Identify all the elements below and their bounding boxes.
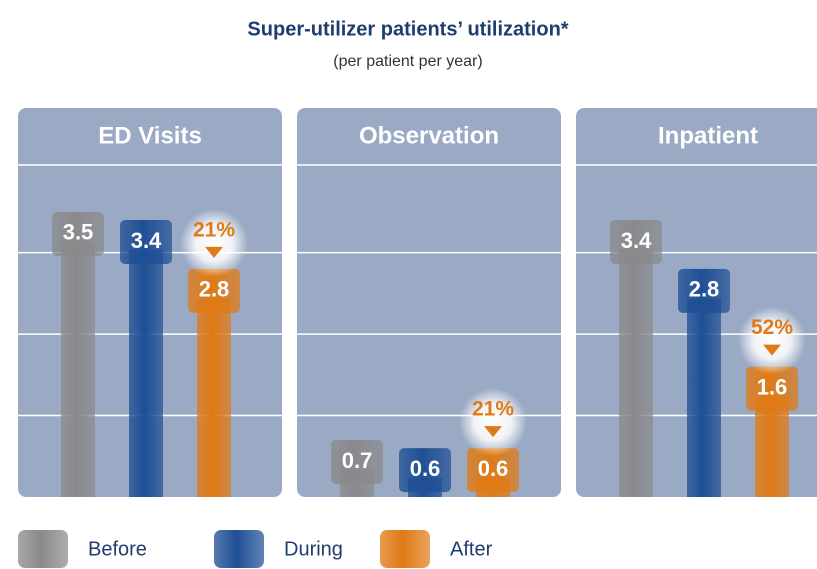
- bar-cap: [331, 439, 383, 484]
- value-label: 0.6: [410, 456, 441, 481]
- value-label: 0.6: [478, 456, 509, 481]
- chart-title: Super-utilizer patients’ utilization*: [247, 18, 568, 40]
- bar: [467, 448, 519, 497]
- panel-title: Observation: [359, 122, 499, 149]
- bar-cap: [467, 448, 519, 493]
- annotation-arrow: [484, 426, 502, 438]
- chart-subtitle: (per patient per year): [333, 53, 482, 70]
- legend-swatch: [18, 530, 68, 568]
- bar: [331, 439, 383, 497]
- value-label: 2.8: [689, 277, 720, 302]
- value-label: 1.6: [757, 374, 788, 399]
- bar-column: [129, 250, 163, 497]
- bar-column: [687, 298, 721, 497]
- value-label: 3.4: [621, 228, 652, 253]
- value-label: 2.8: [199, 277, 230, 302]
- bar-cap: [678, 268, 730, 313]
- bar-column: [61, 241, 95, 497]
- bar-column: [619, 250, 653, 497]
- bar-cap: [188, 268, 240, 313]
- bar: [52, 211, 104, 497]
- bar-cap: [399, 448, 451, 493]
- annotation: 21%: [193, 218, 235, 241]
- annotation-glow: [738, 306, 806, 375]
- bar: [678, 268, 730, 497]
- bar-cap: [52, 211, 104, 256]
- bar-column: [755, 396, 789, 497]
- annotation-arrow: [763, 344, 781, 356]
- bar-cap: [746, 366, 798, 411]
- legend-label: After: [450, 538, 493, 560]
- annotation: 52%: [751, 316, 793, 339]
- bar-column: [197, 298, 231, 497]
- value-label: 3.5: [63, 220, 94, 245]
- bar-cap: [120, 220, 172, 265]
- bar-cap: [610, 220, 662, 265]
- bar: [746, 366, 798, 497]
- annotation-arrow: [205, 246, 223, 258]
- bar: [188, 268, 240, 497]
- legend-swatch: [214, 530, 264, 568]
- panel-title: ED Visits: [98, 122, 202, 149]
- bar: [120, 220, 172, 497]
- legend-label: During: [284, 538, 343, 560]
- annotation-glow: [180, 208, 248, 277]
- annotation: 21%: [472, 398, 514, 421]
- annotation-glow: [459, 388, 527, 457]
- legend-swatch: [380, 530, 430, 568]
- value-label: 0.7: [342, 448, 373, 473]
- panel-title: Inpatient: [658, 122, 758, 149]
- bar: [399, 448, 451, 497]
- legend-label: Before: [88, 538, 147, 560]
- value-label: 3.4: [131, 228, 162, 253]
- bar: [610, 220, 662, 497]
